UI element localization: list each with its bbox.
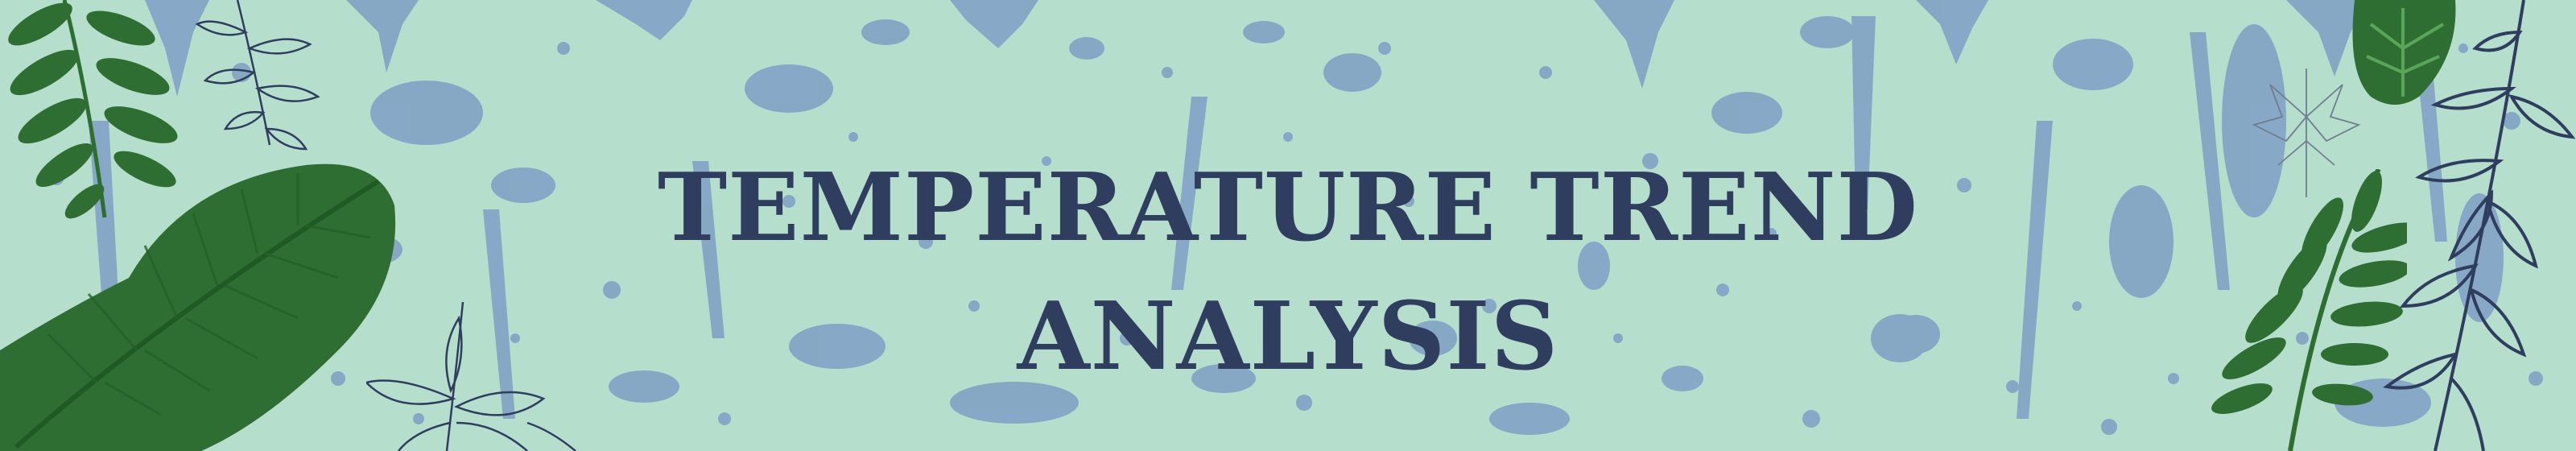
outline-branch-icon (2383, 0, 2576, 451)
banana-leaf-icon (0, 163, 396, 451)
outline-leaf-sketch-icon (195, 0, 320, 151)
banner-title-line1: TEMPERATURE TREND (657, 153, 1919, 263)
banner-title-line2: ANALYSIS (1017, 282, 1559, 391)
fern-icon (2211, 169, 2407, 451)
monstera-leaf-icon (2352, 0, 2456, 105)
fern-icon (8, 0, 178, 219)
outline-leaf-sketch-icon (366, 302, 576, 451)
maple-leaf-sketch-icon (2252, 68, 2361, 197)
banner-title: TEMPERATURE TREND ANALYSIS (0, 143, 2576, 401)
